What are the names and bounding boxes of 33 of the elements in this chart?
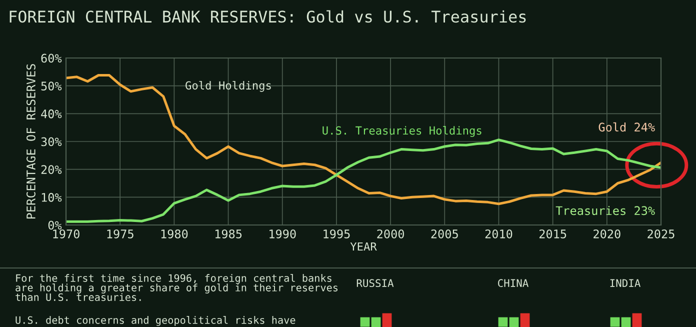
line-series bbox=[66, 74, 661, 206]
x-tick-label: 1970 bbox=[53, 229, 80, 238]
y-tick-label: 60% bbox=[41, 54, 62, 63]
line-series bbox=[66, 138, 661, 223]
text: U.S. debt concerns and geopolitical risks have bbox=[16, 316, 296, 326]
y-tick-label: 50% bbox=[41, 82, 62, 91]
y-tick-label: 20% bbox=[41, 165, 62, 174]
x-tick-label: 1985 bbox=[215, 229, 242, 238]
text: RUSSIA bbox=[356, 279, 394, 288]
x-axis-title: YEAR bbox=[350, 242, 377, 251]
x-tick-label: 2005 bbox=[431, 229, 458, 238]
x-tick-label: 1990 bbox=[270, 229, 296, 238]
text: For the first time since 1996, foreign central banks are holding a greater share of gold in their reserves than U.S. treasuries. bbox=[16, 274, 338, 301]
annotation: Gold 24% bbox=[598, 122, 655, 132]
y-tick-label: 30% bbox=[41, 137, 62, 146]
y-tick-label: 0% bbox=[48, 220, 62, 230]
y-tick-label: 40% bbox=[41, 109, 62, 118]
x-tick-label: 2025 bbox=[648, 229, 674, 238]
y-axis-title: PERCENTAGE OF RESERVES bbox=[26, 64, 36, 219]
annotation: Treasuries 23% bbox=[556, 206, 655, 216]
chart-title: FOREIGN CENTRAL BANK RESERVES: Gold vs U.S. Treasuries bbox=[10, 10, 526, 23]
x-tick-label: 1995 bbox=[324, 229, 350, 238]
x-tick-label: 1980 bbox=[161, 229, 188, 238]
series-label: U.S. Treasuries Holdings bbox=[322, 126, 482, 137]
x-tick-label: 2020 bbox=[594, 229, 620, 238]
text: Gold Holdings bbox=[186, 80, 271, 92]
text: CHINA bbox=[498, 279, 528, 288]
y-tick-label: 10% bbox=[42, 192, 62, 202]
x-tick-label: 2000 bbox=[377, 229, 404, 238]
x-tick-label: 2010 bbox=[485, 229, 512, 238]
x-tick-label: 2015 bbox=[539, 229, 566, 238]
text: INDIA bbox=[610, 279, 640, 287]
x-tick-label: 1975 bbox=[107, 229, 134, 238]
